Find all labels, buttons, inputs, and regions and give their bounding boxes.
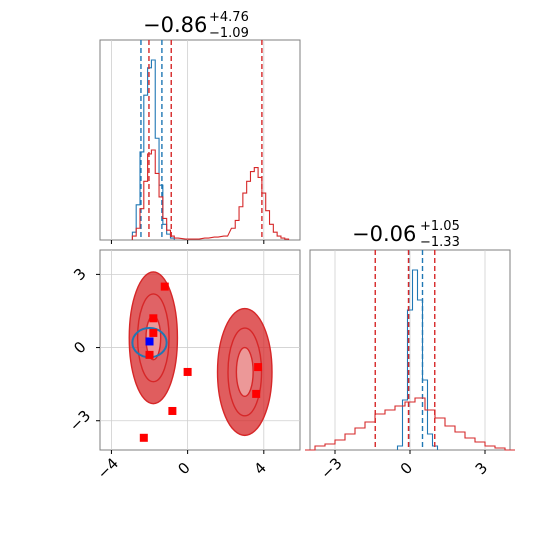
hist-series-0-path <box>131 59 175 240</box>
red-square-marker <box>254 363 263 372</box>
hist-series-0-path <box>396 269 439 450</box>
title-param-1-upper: +1.05 <box>420 219 460 234</box>
red-square-marker <box>149 314 158 323</box>
title-param-0-upper: +4.76 <box>209 10 249 25</box>
scatter-panel <box>96 249 301 454</box>
x-tick-label-scatter: 4 <box>251 459 270 478</box>
red-square-marker <box>183 367 192 376</box>
hist-series-1-path <box>305 397 515 451</box>
x-tick-label-hist: 3 <box>472 459 491 478</box>
histogram-panel-param-1 <box>305 249 515 454</box>
red-square-marker <box>168 406 177 415</box>
panel-frame <box>99 249 301 451</box>
y-tick-label-scatter: 0 <box>70 338 89 357</box>
red-square-marker <box>145 350 154 359</box>
y-tick-label-scatter: −3 <box>66 407 94 435</box>
x-tick-label-scatter: −4 <box>94 454 122 482</box>
x-tick-label-hist: −3 <box>317 454 345 482</box>
title-param-1-lower: −1.33 <box>420 235 460 250</box>
title-param-0-lower: −1.09 <box>209 26 249 41</box>
title-param-1-value: −0.06 <box>352 222 416 246</box>
red-square-marker <box>160 282 169 291</box>
histogram-panel-param-0 <box>99 39 301 244</box>
red-square-marker <box>149 328 158 337</box>
hist-series-1-path <box>131 149 290 240</box>
x-tick-label-scatter: 0 <box>174 459 193 478</box>
red-square-marker <box>252 389 261 398</box>
title-param-0-value: −0.86 <box>143 13 207 37</box>
blue-square-marker <box>145 337 154 346</box>
y-tick-label-scatter: 3 <box>70 265 89 284</box>
red-square-marker <box>139 433 148 442</box>
panel-frame <box>99 39 301 241</box>
x-tick-label-hist: 0 <box>397 459 416 478</box>
contour-1-level-0 <box>235 346 254 398</box>
